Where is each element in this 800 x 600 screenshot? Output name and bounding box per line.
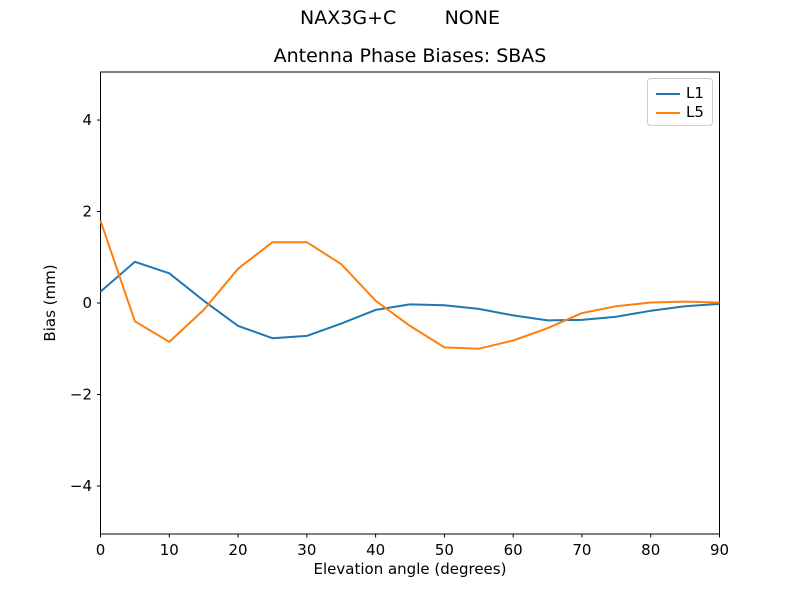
x-tick-label: 90 [710, 541, 729, 559]
series-line-l1 [99, 260, 720, 340]
x-axis-label: Elevation angle (degrees) [313, 560, 507, 578]
chart-title: Antenna Phase Biases: SBAS [273, 45, 547, 67]
x-tick-label: 20 [229, 541, 248, 559]
legend-label-l1: L1 [686, 84, 704, 102]
y-tick-label: 0 [82, 294, 92, 312]
y-tick-label: 2 [82, 203, 92, 221]
y-tick-label: 4 [82, 111, 92, 129]
y-tick-label: −4 [70, 477, 92, 495]
legend-item-l5: L5 [656, 103, 704, 122]
x-tick-label: 40 [366, 541, 385, 559]
x-tick-label: 80 [641, 541, 660, 559]
legend-label-l5: L5 [686, 103, 704, 121]
x-tick-label: 30 [297, 541, 316, 559]
legend-item-l1: L1 [656, 84, 704, 103]
figure-suptitle: NAX3G+C NONE [300, 7, 500, 29]
x-tick-label: 10 [160, 541, 179, 559]
x-tick-label: 60 [504, 541, 523, 559]
series-line-l5 [99, 220, 720, 350]
x-tick-label: 70 [572, 541, 591, 559]
plot-border [100, 71, 720, 535]
x-tick-label: 0 [96, 541, 106, 559]
y-axis-label: Bias (mm) [41, 264, 59, 342]
legend-swatch-l5 [656, 111, 680, 114]
x-tick-label: 50 [435, 541, 454, 559]
legend: L1 L5 [647, 78, 713, 126]
y-tick-label: −2 [70, 385, 92, 403]
legend-swatch-l1 [656, 92, 680, 95]
